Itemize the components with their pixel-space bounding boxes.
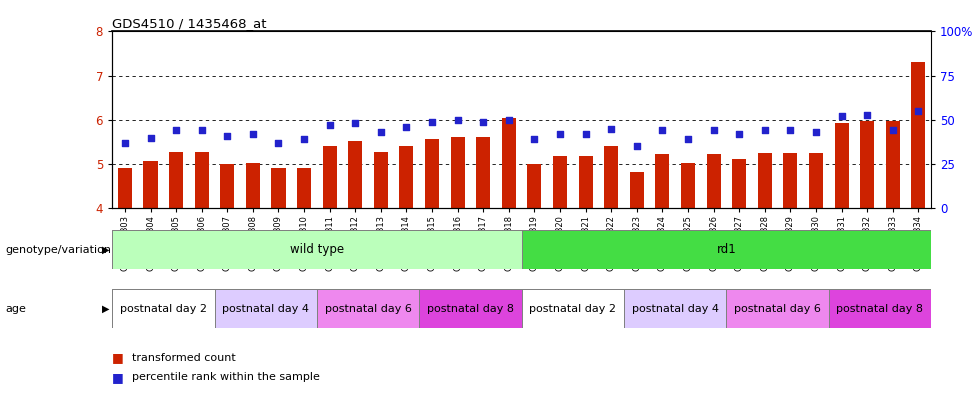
Bar <box>809 153 823 208</box>
Point <box>681 136 696 142</box>
Point <box>706 127 722 134</box>
Bar <box>373 152 388 208</box>
Bar <box>522 230 931 269</box>
Text: ▶: ▶ <box>101 303 109 314</box>
Bar <box>783 153 798 208</box>
Point <box>219 133 235 139</box>
Bar <box>195 152 209 208</box>
Bar <box>323 145 336 208</box>
Text: genotype/variation: genotype/variation <box>5 244 111 255</box>
Text: postnatal day 2: postnatal day 2 <box>529 303 616 314</box>
Point <box>271 140 287 146</box>
Point <box>731 131 747 137</box>
Text: ▶: ▶ <box>101 244 109 255</box>
Point <box>169 127 184 134</box>
Bar <box>476 137 490 208</box>
Bar <box>143 162 158 208</box>
Point <box>245 131 260 137</box>
Text: postnatal day 4: postnatal day 4 <box>222 303 309 314</box>
Point <box>296 136 312 142</box>
Bar <box>885 121 900 208</box>
Point <box>476 119 491 125</box>
Bar <box>317 289 419 328</box>
Bar <box>835 123 848 208</box>
Bar <box>271 167 286 208</box>
Bar <box>348 141 363 208</box>
Bar <box>726 289 829 328</box>
Bar <box>220 163 234 208</box>
Point <box>604 126 619 132</box>
Text: age: age <box>5 303 25 314</box>
Point <box>859 112 875 118</box>
Text: ■: ■ <box>112 351 124 364</box>
Bar <box>553 156 567 208</box>
Bar <box>214 289 317 328</box>
Text: ■: ■ <box>112 371 124 384</box>
Point <box>629 143 644 149</box>
Text: percentile rank within the sample: percentile rank within the sample <box>132 372 320 382</box>
Bar <box>912 62 925 208</box>
Point <box>654 127 670 134</box>
Bar <box>758 153 772 208</box>
Bar <box>578 156 593 208</box>
Point <box>117 140 133 146</box>
Bar <box>297 167 311 208</box>
Point <box>399 124 414 130</box>
Bar <box>118 167 132 208</box>
Point <box>449 117 465 123</box>
Point <box>194 127 210 134</box>
Bar <box>624 289 726 328</box>
Bar <box>112 289 214 328</box>
Point <box>322 122 337 128</box>
Point <box>757 127 772 134</box>
Point <box>501 117 517 123</box>
Text: postnatal day 6: postnatal day 6 <box>325 303 411 314</box>
Text: postnatal day 2: postnatal day 2 <box>120 303 207 314</box>
Bar <box>655 154 670 208</box>
Text: rd1: rd1 <box>717 243 736 256</box>
Bar <box>829 289 931 328</box>
Point <box>783 127 799 134</box>
Point <box>885 127 901 134</box>
Bar <box>732 159 746 208</box>
Bar <box>681 163 695 208</box>
Text: postnatal day 6: postnatal day 6 <box>734 303 821 314</box>
Point <box>347 120 363 127</box>
Point <box>526 136 542 142</box>
Point <box>424 119 440 125</box>
Bar <box>527 164 541 208</box>
Bar <box>450 137 465 208</box>
Point <box>373 129 389 135</box>
Bar <box>630 172 644 208</box>
Bar <box>522 289 624 328</box>
Point <box>808 129 824 135</box>
Text: GDS4510 / 1435468_at: GDS4510 / 1435468_at <box>112 17 266 30</box>
Text: wild type: wild type <box>290 243 344 256</box>
Bar <box>400 146 413 208</box>
Point <box>911 108 926 114</box>
Bar <box>169 152 183 208</box>
Bar <box>112 230 522 269</box>
Text: transformed count: transformed count <box>132 353 235 363</box>
Point <box>834 113 849 119</box>
Bar <box>707 154 721 208</box>
Bar <box>419 289 522 328</box>
Point <box>142 134 158 141</box>
Bar <box>246 163 260 208</box>
Point <box>578 131 594 137</box>
Bar <box>604 146 618 208</box>
Bar <box>425 139 439 208</box>
Bar <box>502 118 516 208</box>
Text: postnatal day 8: postnatal day 8 <box>427 303 514 314</box>
Point <box>552 131 567 137</box>
Text: postnatal day 8: postnatal day 8 <box>837 303 923 314</box>
Text: postnatal day 4: postnatal day 4 <box>632 303 719 314</box>
Bar <box>860 121 875 208</box>
